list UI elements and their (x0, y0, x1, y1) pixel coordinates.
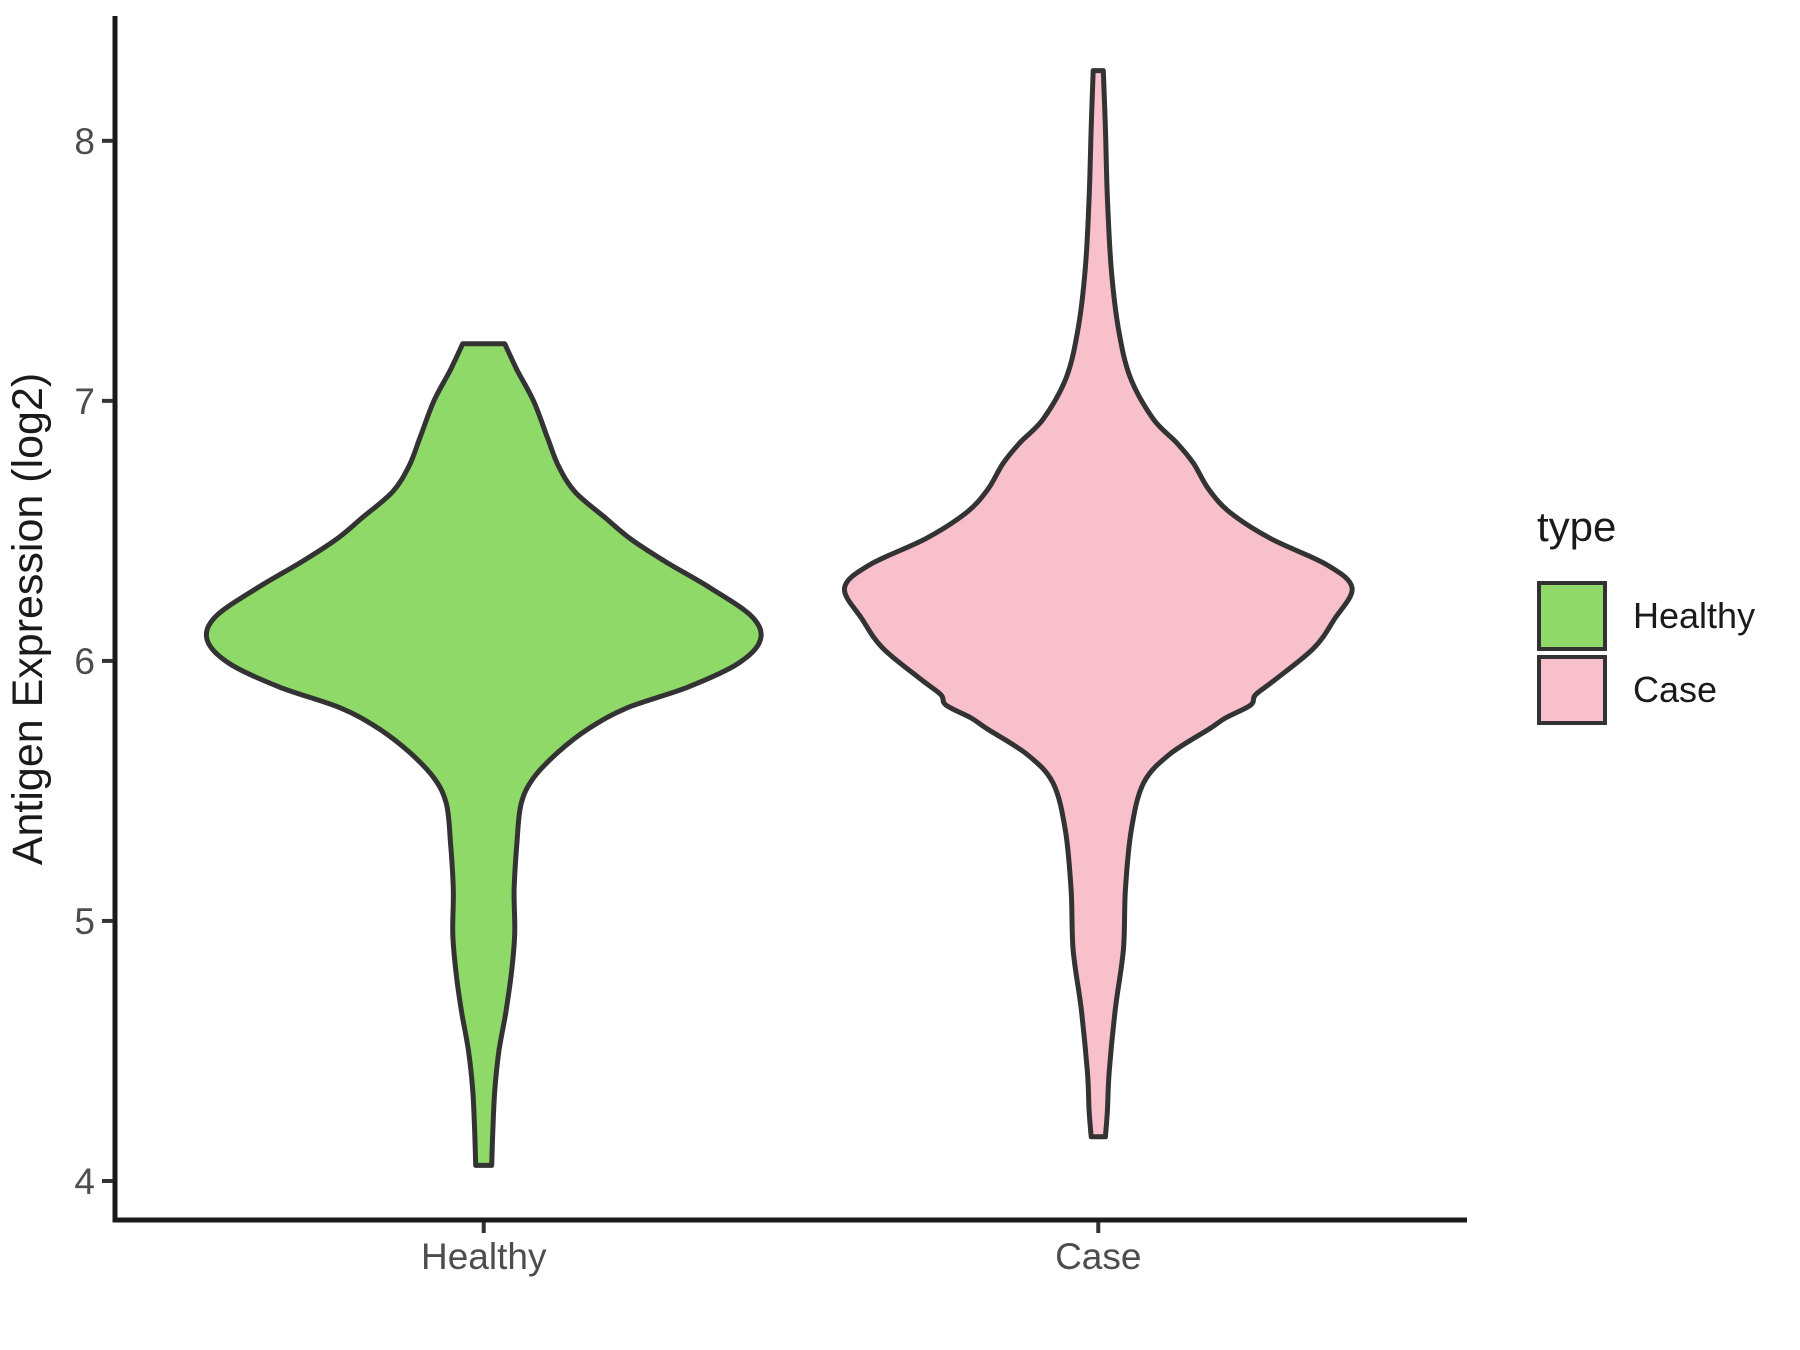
legend-label-case: Case (1633, 669, 1718, 711)
y-tick-label: 6 (74, 641, 95, 682)
legend-row-case: Case (1537, 655, 1755, 726)
legend-swatch-case (1537, 655, 1607, 726)
legend-row-healthy: Healthy (1537, 581, 1756, 652)
y-tick-label: 4 (74, 1161, 95, 1202)
y-tick-label: 8 (74, 121, 95, 162)
x-category-label: Case (1055, 1236, 1141, 1277)
x-category-label: Healthy (421, 1236, 547, 1277)
axes-layer: 4 5 6 7 8 Healthy Case (74, 16, 1467, 1277)
y-tick-label: 5 (74, 901, 95, 942)
legend-label-healthy: Healthy (1633, 595, 1756, 637)
y-tick-label: 7 (74, 381, 95, 422)
legend-title: type (1537, 503, 1617, 550)
violin-healthy (203, 341, 764, 1168)
legend-rows: Healthy Case (1537, 581, 1756, 726)
violins-layer (203, 68, 1355, 1168)
legend-swatch-healthy (1537, 581, 1607, 652)
y-axis-title: Antigen Expression (log2) (4, 373, 52, 865)
legend: type Healthy Case (1537, 503, 1756, 726)
violin-case (841, 68, 1355, 1140)
